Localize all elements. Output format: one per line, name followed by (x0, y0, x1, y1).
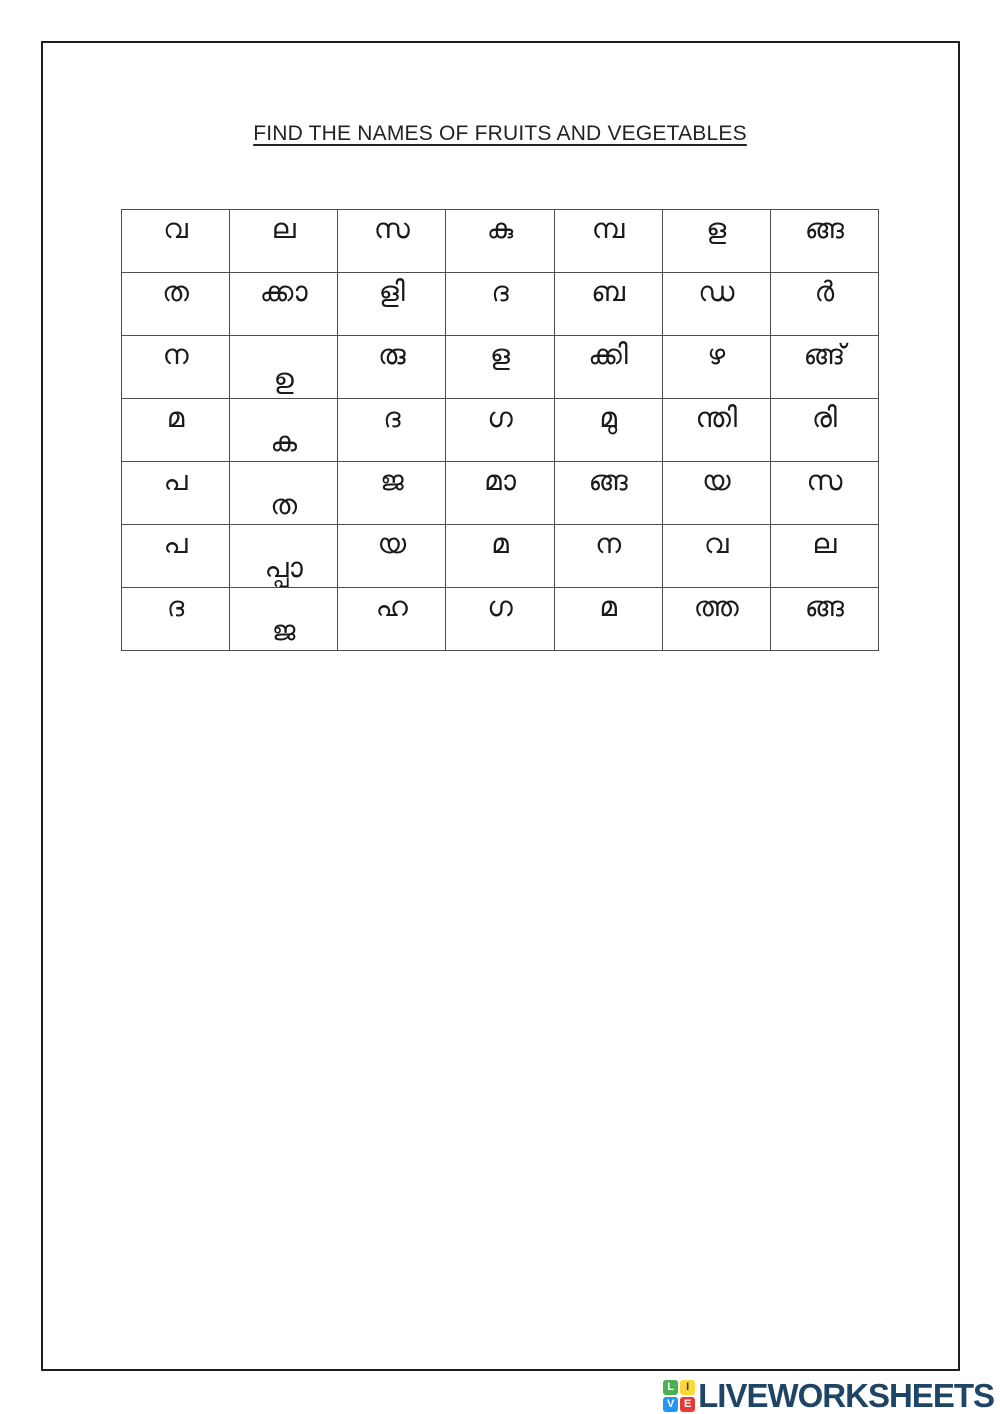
grid-row: മ ക ദ ഗ മു ന്തി രി (120, 398, 880, 462)
grid-row: ന ഉ രു ള ക്കി ഴ ങ്ങ് (120, 335, 880, 399)
grid-cell[interactable]: ഡ (661, 272, 771, 336)
grid-cell[interactable]: ങ്ങ (769, 587, 880, 651)
grid-cell[interactable]: ള (661, 209, 771, 273)
grid-cell[interactable]: മു (553, 398, 663, 462)
grid-cell[interactable]: രി (769, 398, 880, 462)
grid-cell[interactable]: ജ (229, 587, 339, 651)
i-logo-tile: I (680, 1379, 696, 1395)
grid-cell[interactable]: വ (661, 524, 771, 588)
letter-grid-body: വ ല സ കു മ്പ ള ങ്ങ ത ക്കാ ളി ദ ബ ഡ ർ ന ഉ രു ള ക്കി ഴ ങ്ങ് മ ക ദ… (120, 209, 880, 651)
grid-row: പ ത ജ മാ ങ്ങ യ സ (120, 461, 880, 525)
grid-row: പ പ്പാ യ മ ന വ ല (120, 524, 880, 588)
e-logo-tile: E (680, 1396, 696, 1412)
grid-cell[interactable]: ബ (553, 272, 663, 336)
grid-cell[interactable]: കു (445, 209, 555, 273)
page-title-text: FIND THE NAMES OF FRUITS AND VEGETABLES (253, 122, 747, 145)
grid-cell[interactable]: ളി (337, 272, 447, 336)
grid-row: ത ക്കാ ളി ദ ബ ഡ ർ (120, 272, 880, 336)
grid-cell[interactable]: ക (229, 398, 339, 462)
grid-cell[interactable]: യ (661, 461, 771, 525)
l-logo-tile: L (663, 1379, 679, 1395)
grid-cell[interactable]: ഴ (661, 335, 771, 399)
grid-cell[interactable]: ല (769, 524, 880, 588)
page-title: FIND THE NAMES OF FRUITS AND VEGETABLES (0, 122, 1000, 146)
grid-cell[interactable]: ഗ (445, 398, 555, 462)
brand-wordmark: LIVEWORKSHEETS (698, 1377, 995, 1414)
grid-cell[interactable]: ക്കി (553, 335, 663, 399)
grid-cell[interactable]: ങ്ങ (553, 461, 663, 525)
grid-cell[interactable]: ഹ (337, 587, 447, 651)
grid-cell[interactable]: മ (120, 398, 231, 462)
grid-cell[interactable]: പ (120, 524, 231, 588)
grid-cell[interactable]: യ (337, 524, 447, 588)
grid-cell[interactable]: ഉ (229, 335, 339, 399)
grid-cell[interactable]: രു (337, 335, 447, 399)
grid-cell[interactable]: മ്പ (553, 209, 663, 273)
grid-cell[interactable]: ത്ത (661, 587, 771, 651)
grid-cell[interactable]: ന്തി (661, 398, 771, 462)
grid-cell[interactable]: ഗ (445, 587, 555, 651)
grid-cell[interactable]: പ (120, 461, 231, 525)
grid-cell[interactable]: ദ (120, 587, 231, 651)
grid-cell[interactable]: സ (337, 209, 447, 273)
grid-cell[interactable]: ത (229, 461, 339, 525)
grid-cell[interactable]: മ (553, 587, 663, 651)
grid-cell[interactable]: പ്പാ (229, 524, 339, 588)
grid-cell[interactable]: ങ്ങ (769, 209, 880, 273)
grid-cell[interactable]: ദ (445, 272, 555, 336)
grid-cell[interactable]: ത (120, 272, 231, 336)
grid-cell[interactable]: മ (445, 524, 555, 588)
letter-grid: വ ല സ കു മ്പ ള ങ്ങ ത ക്കാ ളി ദ ബ ഡ ർ ന ഉ രു ള ക്കി ഴ ങ്ങ് മ ക ദ… (120, 209, 880, 651)
grid-cell[interactable]: ല (229, 209, 339, 273)
grid-cell[interactable]: മാ (445, 461, 555, 525)
grid-cell[interactable]: ജ (337, 461, 447, 525)
grid-row: വ ല സ കു മ്പ ള ങ്ങ (120, 209, 880, 273)
grid-cell[interactable]: ർ (769, 272, 880, 336)
grid-cell[interactable]: വ (120, 209, 231, 273)
grid-cell[interactable]: ങ്ങ് (769, 335, 880, 399)
grid-row: ദ ജ ഹ ഗ മ ത്ത ങ്ങ (120, 587, 880, 651)
grid-cell[interactable]: ദ (337, 398, 447, 462)
grid-cell[interactable]: ന (553, 524, 663, 588)
grid-cell[interactable]: ന (120, 335, 231, 399)
grid-cell[interactable]: ള (445, 335, 555, 399)
v-logo-tile: V (663, 1396, 679, 1412)
grid-cell[interactable]: ക്കാ (229, 272, 339, 336)
grid-cell[interactable]: സ (769, 461, 880, 525)
